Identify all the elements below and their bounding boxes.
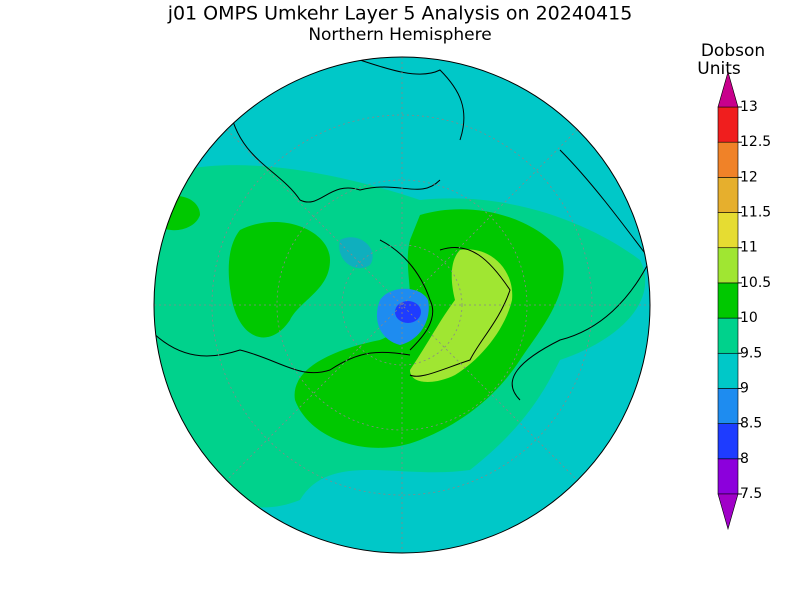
- subtitle: Northern Hemisphere: [308, 25, 491, 45]
- colorbar-band: [717, 106, 739, 143]
- colorbar-tick-label: 13: [740, 99, 758, 115]
- colorbar-label: Dobson: [701, 41, 765, 61]
- colorbar-tick-label: 7.5: [740, 486, 762, 502]
- colorbar-tick-label: 8: [740, 451, 749, 467]
- field-green: [228, 221, 330, 338]
- colorbar-tick-label: 9.5: [740, 345, 762, 361]
- colorbar-band: [717, 212, 739, 249]
- field-dark-blue: [395, 301, 421, 323]
- colorbar-tick-label: 8.5: [740, 416, 762, 432]
- colorbar-band: [717, 352, 739, 389]
- graticule: [154, 57, 650, 553]
- colorbar-tick-label: 12.5: [740, 134, 771, 150]
- colorbar-tick-label: 12: [740, 169, 758, 185]
- colorbar-tick-label: 11.5: [740, 205, 771, 221]
- field-blue: [339, 237, 373, 269]
- colorbar-under: [717, 493, 739, 531]
- colorbar-label: Units: [697, 59, 741, 79]
- colorbar-band: [717, 388, 739, 424]
- colorbar-band: [717, 141, 739, 178]
- colorbar-band: [717, 317, 739, 354]
- colorbar-band: [717, 247, 739, 284]
- colorbar-band: [717, 423, 739, 460]
- colorbar-tick-label: 11: [740, 240, 758, 256]
- map-border: [153, 56, 651, 554]
- colorbar-tick-label: 10.5: [740, 275, 771, 291]
- colorbar: Dobson Units 7.5 8 8.5 9 9.5 10 10.5 11 11.5 12 12…: [697, 41, 771, 531]
- colorbar-tick-label: 9: [740, 380, 749, 396]
- colorbar-tick-label: 10: [740, 310, 758, 326]
- map-fields: [154, 57, 650, 553]
- colorbar-band: [717, 177, 739, 213]
- colorbar-over: [717, 70, 739, 108]
- colorbar-band: [717, 282, 739, 319]
- title: j01 OMPS Umkehr Layer 5 Analysis on 2024…: [167, 3, 633, 25]
- colorbar-band: [717, 458, 739, 495]
